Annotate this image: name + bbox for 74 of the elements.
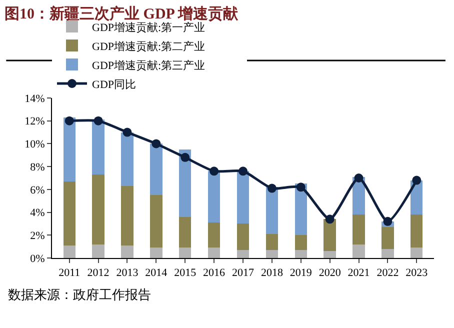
bar: [92, 120, 104, 175]
y-tick-label: 10%: [24, 138, 45, 151]
y-tick-label: 8%: [30, 161, 45, 174]
bar: [236, 224, 250, 250]
y-tick-label: 2%: [30, 230, 45, 242]
x-tick-label: 2012: [87, 267, 110, 280]
bar: [294, 235, 307, 250]
x-tick-label: 2022: [376, 267, 399, 280]
point: [122, 128, 132, 137]
x-tick-label: 2019: [290, 267, 312, 280]
point: [152, 139, 161, 148]
chart-title: 图10：新疆三次产业 GDP 增速贡献: [4, 4, 239, 23]
point: [94, 116, 103, 126]
bar: [382, 227, 394, 249]
bar: [121, 245, 134, 258]
point: [210, 166, 219, 176]
bar: [150, 195, 162, 248]
y-tick-label: 0%: [30, 252, 45, 265]
bar: [236, 250, 250, 258]
bar: [236, 171, 250, 224]
bar: [121, 186, 134, 246]
bar: [92, 174, 104, 244]
bar: [208, 222, 220, 248]
point: [238, 166, 248, 176]
x-tick-label: 2018: [260, 267, 284, 280]
bar: [324, 251, 336, 258]
y-tick-label: 4%: [30, 207, 45, 220]
bar: [266, 250, 278, 258]
bar: [410, 248, 423, 258]
bar: [294, 250, 307, 258]
bar: [208, 248, 220, 258]
x-tick-label: 2014: [145, 267, 168, 280]
x-tick-label: 2013: [116, 267, 139, 280]
bar: [92, 244, 104, 258]
point: [412, 176, 422, 185]
bar: [63, 245, 76, 258]
bar: [352, 214, 365, 244]
legend-label: GDP增速贡献:第一产业: [92, 20, 206, 34]
legend-label: GDP增速贡献:第三产业: [92, 58, 206, 72]
legend-label: GDP同比: [92, 78, 136, 91]
bar: [179, 149, 192, 217]
bar: [410, 214, 423, 248]
y-tick-label: 14%: [24, 92, 45, 105]
bar: [150, 144, 162, 196]
point: [296, 182, 306, 192]
bar: [179, 216, 192, 248]
x-tick-label: 2016: [203, 267, 226, 280]
bar: [352, 244, 365, 258]
point: [354, 174, 364, 182]
bar: [179, 248, 192, 258]
y-tick-label: 12%: [24, 116, 45, 128]
bar: [266, 234, 278, 250]
y-tick-label: 6%: [30, 184, 45, 196]
x-tick-label: 2020: [318, 267, 342, 280]
bar: [208, 171, 220, 223]
point: [325, 214, 334, 224]
point: [180, 152, 190, 162]
bar: [63, 117, 76, 182]
bar: [121, 132, 134, 186]
legend-label: GDP增速贡献:第二产业: [92, 40, 206, 53]
x-tick-label: 2017: [232, 267, 254, 280]
point: [267, 184, 276, 193]
bar: [324, 219, 336, 252]
source-note: 数据来源：政府工作报告: [8, 287, 151, 302]
x-tick-label: 2015: [174, 267, 197, 280]
point: [64, 116, 74, 126]
bar: [150, 248, 162, 258]
x-tick-label: 2011: [58, 267, 80, 280]
bar: [382, 248, 394, 258]
point: [383, 216, 392, 226]
x-tick-label: 2023: [406, 267, 428, 280]
bar: [63, 181, 76, 246]
bar: [266, 187, 278, 234]
x-tick-label: 2021: [348, 267, 370, 280]
